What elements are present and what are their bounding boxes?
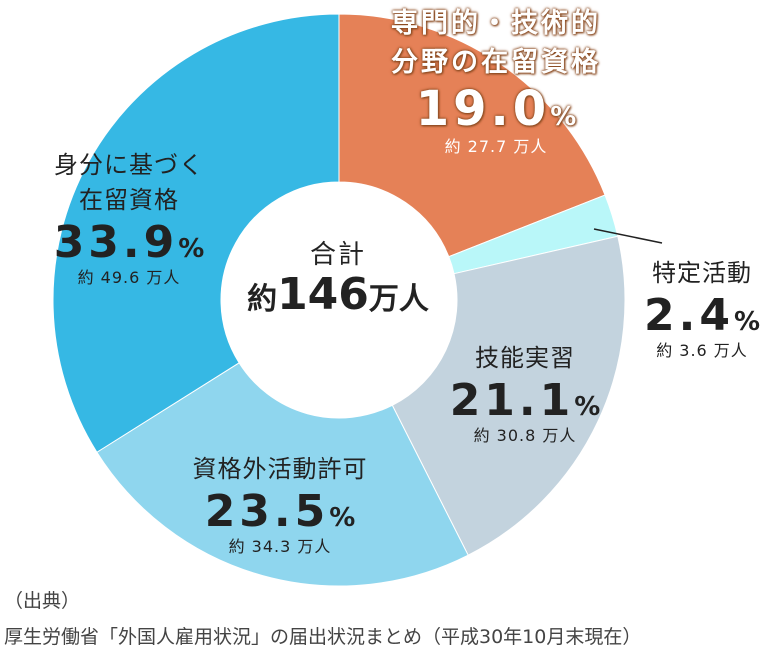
slice-percent-mibun: 33.9% [53, 216, 205, 268]
slice-shikakugai [96, 362, 469, 587]
slice-senmon [338, 13, 606, 258]
center-label: 合計 約146万人 [228, 234, 448, 319]
donut-slices [52, 13, 626, 587]
label-mibun: 身分に基づく 在留資格 33.9% 約 49.6 万人 [36, 148, 222, 287]
slice-ginou [391, 235, 626, 556]
slice-percent-ginou: 21.1% [449, 374, 601, 426]
slice-mibun [52, 13, 340, 453]
source-heading: （出典） [4, 590, 81, 612]
slice-name-ginou: 技能実習 [475, 344, 575, 372]
label-shikakugai: 資格外活動許可 23.5% 約 34.3 万人 [170, 452, 390, 557]
slice-approx-tokutei: 約 3.6 万人 [656, 341, 748, 361]
slice-approx-senmon: 約 27.7 万人 [444, 137, 548, 157]
slice-percent-tokutei: 2.4% [643, 289, 760, 341]
leader-line-tokutei [593, 228, 663, 244]
slice-name-tokutei: 特定活動 [652, 259, 752, 287]
slice-percent-senmon: 19.0% [415, 81, 577, 138]
slice-name-shikakugai: 資格外活動許可 [192, 455, 368, 483]
slice-name-mibun-line2: 在留資格 [79, 185, 179, 214]
slice-percent-shikakugai: 23.5% [204, 485, 356, 537]
slice-approx-mibun: 約 49.6 万人 [77, 268, 181, 288]
label-senmon: 専門的・技術的 分野の在留資格 19.0% 約 27.7 万人 [376, 4, 616, 157]
label-tokutei: 特定活動 2.4% 約 3.6 万人 [640, 256, 764, 361]
source-text: 厚生労働省「外国人雇用状況」の届出状況まとめ（平成30年10月末現在） [4, 626, 642, 648]
slice-approx-shikakugai: 約 34.3 万人 [228, 537, 332, 557]
label-ginou: 技能実習 21.1% 約 30.8 万人 [440, 341, 610, 446]
slice-approx-ginou: 約 30.8 万人 [473, 426, 577, 446]
center-title: 合計 [309, 240, 366, 270]
slice-name-mibun-line1: 身分に基づく [54, 151, 204, 179]
center-total: 約146万人 [247, 269, 429, 320]
slice-name-senmon-line2: 分野の在留資格 [391, 47, 601, 79]
slice-name-senmon-line1: 専門的・技術的 [391, 8, 601, 39]
